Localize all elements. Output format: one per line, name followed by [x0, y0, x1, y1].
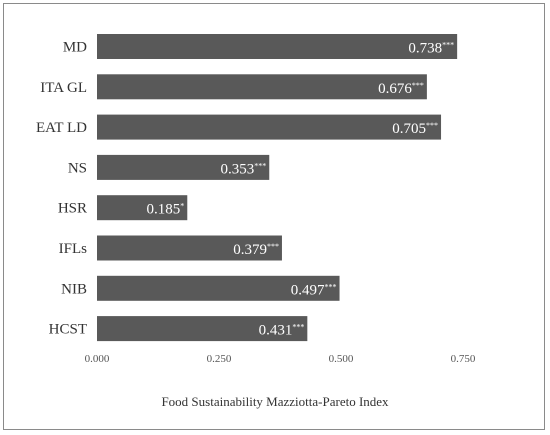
- x-tick-label: 0.750: [451, 353, 476, 365]
- data-label: 0.676***: [378, 81, 424, 97]
- significance-stars: ***: [267, 242, 279, 251]
- significance-stars: *: [180, 202, 184, 211]
- data-label-value: 0.185: [147, 202, 181, 218]
- data-label: 0.185*: [147, 202, 185, 218]
- bars-layer: [97, 34, 458, 342]
- data-label: 0.379***: [233, 242, 279, 258]
- bar-eat-ld: [97, 114, 442, 140]
- data-label-value: 0.676: [378, 81, 412, 97]
- data-label: 0.497***: [291, 282, 337, 298]
- bar-md: [97, 34, 458, 59]
- x-tick-label: 0.250: [207, 353, 232, 365]
- labels-layer: MD 0.738***ITA GL 0.676***EAT LD 0.705***NS…: [36, 40, 454, 339]
- x-axis: 0.000 0.250 0.500 0.750: [85, 353, 476, 365]
- significance-stars: ***: [426, 121, 438, 130]
- data-label-value: 0.379: [233, 242, 267, 258]
- category-label: HSR: [58, 201, 87, 217]
- data-label-value: 0.431: [259, 323, 293, 339]
- bar-ifls: [97, 235, 282, 261]
- significance-stars: ***: [412, 81, 424, 90]
- data-label: 0.353***: [221, 161, 267, 177]
- category-label: EAT LD: [36, 120, 87, 136]
- bar-ita-gl: [97, 74, 427, 100]
- x-tick-label: 0.000: [85, 353, 110, 365]
- bar-hsr: [97, 195, 188, 221]
- significance-stars: ***: [325, 282, 337, 291]
- data-label-value: 0.497: [291, 282, 325, 298]
- significance-stars: ***: [442, 41, 454, 50]
- category-label: ITA GL: [40, 80, 87, 96]
- data-label-value: 0.353: [221, 161, 255, 177]
- bar-hcst: [97, 316, 308, 342]
- category-label: HCST: [49, 322, 87, 338]
- significance-stars: ***: [292, 323, 304, 332]
- significance-stars: ***: [254, 161, 266, 170]
- category-label: MD: [63, 40, 87, 56]
- data-label-value: 0.705: [392, 121, 426, 137]
- data-label: 0.738***: [408, 41, 454, 57]
- bar-nib: [97, 275, 340, 301]
- bar-ns: [97, 154, 270, 180]
- category-label: IFLs: [59, 241, 88, 257]
- data-label-value: 0.738: [408, 41, 442, 57]
- category-label: NIB: [61, 281, 87, 297]
- category-label: NS: [68, 160, 87, 176]
- data-label: 0.705***: [392, 121, 438, 137]
- chart-frame: [3, 3, 545, 430]
- data-label: 0.431***: [259, 323, 305, 339]
- x-tick-label: 0.500: [329, 353, 354, 365]
- x-axis-title: Food Sustainability Mazziotta-Pareto Ind…: [161, 394, 389, 409]
